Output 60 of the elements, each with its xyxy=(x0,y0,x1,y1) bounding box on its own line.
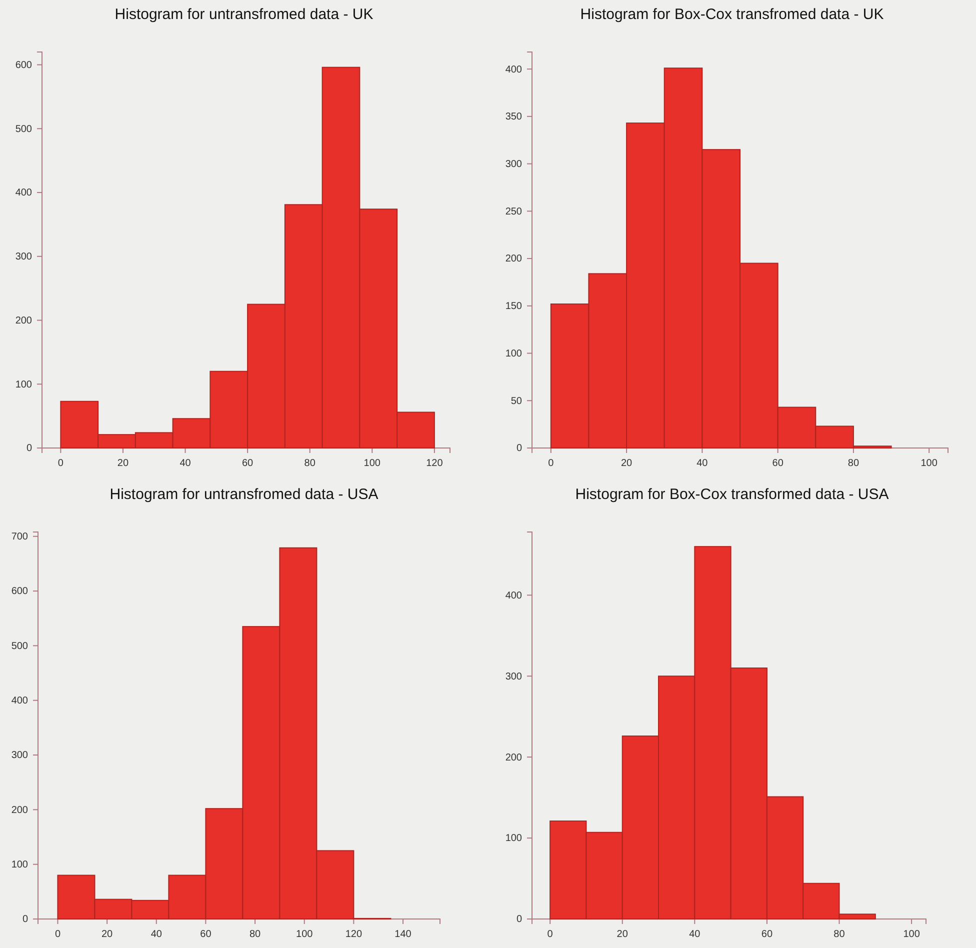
x-tick-label: 100 xyxy=(903,929,920,940)
y-tick-label: 500 xyxy=(11,640,28,652)
y-tick-label: 100 xyxy=(15,379,32,390)
y-tick-label: 0 xyxy=(516,443,522,454)
chart-title: Histogram for untransfromed data - USA xyxy=(110,486,378,503)
y-tick-label: 50 xyxy=(510,396,522,407)
x-tick-label: 0 xyxy=(54,929,61,940)
x-tick-label: 40 xyxy=(689,929,701,940)
chart-title: Histogram for Box-Cox transfromed data - UK xyxy=(580,6,884,23)
y-tick-label: 400 xyxy=(15,188,32,199)
x-tick-label: 100 xyxy=(364,458,381,470)
y-tick-label: 0 xyxy=(516,914,522,926)
x-tick-label: 100 xyxy=(296,929,314,940)
y-tick-label: 600 xyxy=(15,60,32,71)
y-tick-label: 300 xyxy=(505,158,522,170)
x-tick-label: 120 xyxy=(426,458,444,470)
chart-title: Histogram for Box-Cox transformed data - USA xyxy=(575,486,889,503)
y-tick-label: 150 xyxy=(505,301,522,312)
y-tick-label: 350 xyxy=(505,112,522,123)
x-tick-label: 60 xyxy=(761,929,773,940)
x-tick-label: 20 xyxy=(620,458,633,470)
y-tick-label: 600 xyxy=(11,586,28,598)
y-tick-label: 200 xyxy=(505,254,522,265)
y-tick-label: 400 xyxy=(11,696,28,707)
x-tick-label: 80 xyxy=(848,458,860,470)
y-tick-label: 200 xyxy=(11,804,28,816)
y-tick-label: 100 xyxy=(11,860,28,871)
y-tick-label: 200 xyxy=(505,752,522,764)
y-tick-label: 400 xyxy=(505,64,522,76)
x-tick-label: 0 xyxy=(58,458,64,470)
x-tick-label: 100 xyxy=(920,458,938,470)
x-tick-label: 80 xyxy=(249,929,262,940)
y-tick-label: 300 xyxy=(15,252,32,263)
x-tick-label: 80 xyxy=(304,458,316,470)
y-tick-label: 300 xyxy=(11,750,28,762)
x-tick-label: 0 xyxy=(547,929,554,940)
x-tick-label: 20 xyxy=(101,929,114,940)
x-tick-label: 80 xyxy=(834,929,846,940)
x-tick-label: 140 xyxy=(394,929,412,940)
y-tick-label: 0 xyxy=(22,914,28,926)
x-tick-label: 60 xyxy=(242,458,254,470)
y-tick-label: 0 xyxy=(26,443,32,454)
y-tick-label: 100 xyxy=(505,348,522,360)
x-tick-label: 120 xyxy=(345,929,362,940)
x-tick-label: 40 xyxy=(180,458,192,470)
y-tick-label: 300 xyxy=(505,671,522,682)
x-tick-label: 40 xyxy=(150,929,162,940)
y-tick-label: 500 xyxy=(15,124,32,135)
x-tick-label: 60 xyxy=(200,929,212,940)
y-tick-label: 250 xyxy=(505,206,522,218)
y-tick-label: 700 xyxy=(11,532,28,543)
x-tick-label: 0 xyxy=(548,458,554,470)
y-tick-label: 400 xyxy=(505,590,522,602)
x-tick-label: 40 xyxy=(696,458,708,470)
x-tick-label: 60 xyxy=(772,458,784,470)
x-tick-label: 20 xyxy=(616,929,628,940)
chart-title: Histogram for untransfromed data - UK xyxy=(114,6,374,23)
y-tick-label: 200 xyxy=(15,315,32,326)
y-tick-label: 100 xyxy=(505,833,522,844)
x-tick-label: 20 xyxy=(117,458,129,470)
